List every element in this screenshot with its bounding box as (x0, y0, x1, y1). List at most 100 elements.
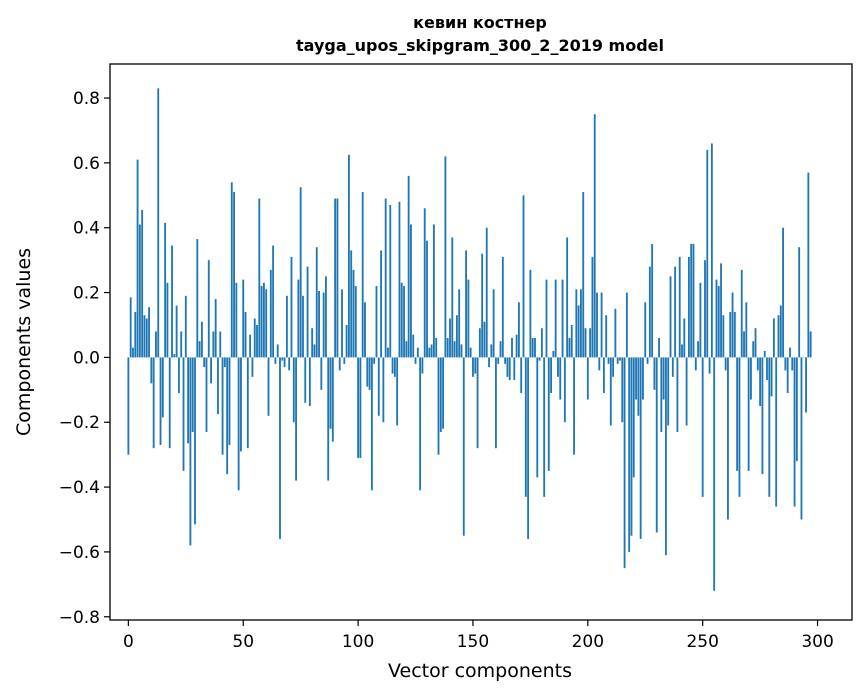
bar-134 (435, 337, 438, 358)
bar-159 (492, 289, 495, 358)
bar-289 (791, 357, 794, 371)
bar-118 (398, 201, 401, 358)
bar-189 (561, 279, 564, 358)
bar-143 (455, 315, 458, 358)
bar-168 (513, 357, 516, 381)
bar-222 (637, 357, 640, 416)
bar-46 (233, 192, 235, 358)
x-tick-label: 50 (232, 632, 254, 652)
bar-129 (423, 208, 426, 358)
bar-61 (267, 357, 270, 416)
bar-269 (745, 302, 748, 358)
bar-97 (350, 250, 353, 358)
bar-30 (196, 239, 199, 358)
bar-169 (515, 334, 518, 358)
bar-18 (168, 357, 171, 449)
bar-233 (662, 357, 665, 400)
bar-285 (782, 227, 784, 358)
bar-131 (428, 347, 431, 358)
y-tick-label: −0.8 (59, 608, 100, 628)
bar-64 (274, 357, 277, 364)
bar-115 (391, 357, 394, 374)
bar-238 (674, 266, 677, 358)
bar-66 (279, 357, 281, 539)
x-axis-ticks: 0 50 100 150 200 250 300 (123, 620, 834, 652)
x-tick-label: 150 (457, 632, 489, 652)
bar-57 (258, 198, 261, 358)
bar-264 (733, 312, 736, 358)
bar-50 (242, 279, 245, 358)
bar-243 (685, 357, 688, 426)
bar-107 (373, 357, 376, 364)
bar-148 (467, 279, 470, 358)
bar-146 (462, 357, 465, 536)
bar-27 (189, 357, 192, 546)
bar-71 (290, 256, 293, 358)
bar-204 (596, 292, 598, 358)
bar-36 (210, 357, 212, 384)
chart-title: кевин костнер (413, 13, 547, 32)
y-tick-label: 0.4 (73, 219, 100, 239)
bar-88 (329, 357, 332, 429)
bar-265 (736, 357, 739, 471)
bar-163 (501, 256, 504, 358)
bar-241 (681, 344, 683, 358)
bar-245 (690, 243, 693, 358)
bar-232 (660, 357, 663, 432)
bar-216 (623, 357, 626, 569)
bar-221 (635, 357, 637, 400)
bar-144 (458, 289, 461, 358)
bar-152 (476, 357, 479, 449)
bar-229 (653, 357, 656, 390)
bar-19 (171, 245, 173, 358)
bar-130 (426, 240, 428, 358)
bar-291 (795, 357, 798, 462)
bar-44 (228, 357, 231, 445)
bar-213 (616, 357, 619, 364)
bar-116 (393, 357, 396, 377)
bar-119 (400, 282, 403, 358)
bar-248 (697, 341, 700, 358)
bar-223 (639, 357, 642, 539)
bar-275 (759, 357, 762, 407)
bar-104 (366, 357, 369, 387)
bar-142 (453, 341, 456, 358)
bar-263 (731, 292, 734, 358)
bar-86 (325, 276, 327, 358)
bar-187 (557, 357, 559, 377)
bar-5 (138, 224, 141, 358)
bar-29 (194, 357, 196, 525)
bar-195 (575, 289, 578, 358)
y-tick-label: 0.0 (73, 348, 100, 368)
bar-83 (318, 290, 320, 358)
bar-282 (775, 357, 778, 507)
bar-207 (602, 357, 605, 394)
bar-72 (292, 357, 295, 423)
bar-198 (582, 192, 585, 358)
bar-157 (488, 357, 490, 368)
bar-49 (240, 357, 242, 452)
bar-254 (710, 143, 713, 358)
bar-122 (407, 175, 410, 358)
bar-262 (729, 312, 732, 358)
bar-287 (786, 357, 789, 394)
bar-23 (180, 331, 183, 358)
bar-235 (667, 357, 670, 426)
bar-158 (490, 344, 493, 358)
bar-35 (207, 260, 210, 358)
bar-153 (478, 328, 481, 358)
bar-79 (308, 357, 311, 407)
bar-247 (694, 357, 697, 371)
bar-123 (410, 224, 412, 358)
bar-127 (419, 357, 422, 491)
y-axis-ticks: −0.8 −0.6 −0.4 −0.2 0.0 0.2 0.4 0.6 0.8 (59, 89, 110, 628)
y-tick-label: −0.4 (59, 478, 100, 498)
chart-subtitle: tayga_upos_skipgram_300_2_2019 model (296, 36, 664, 55)
bar-201 (589, 328, 592, 358)
bar-266 (738, 357, 741, 497)
bar-179 (538, 357, 541, 361)
bar-145 (460, 344, 463, 358)
bar-87 (327, 357, 330, 481)
bar-113 (387, 347, 389, 358)
